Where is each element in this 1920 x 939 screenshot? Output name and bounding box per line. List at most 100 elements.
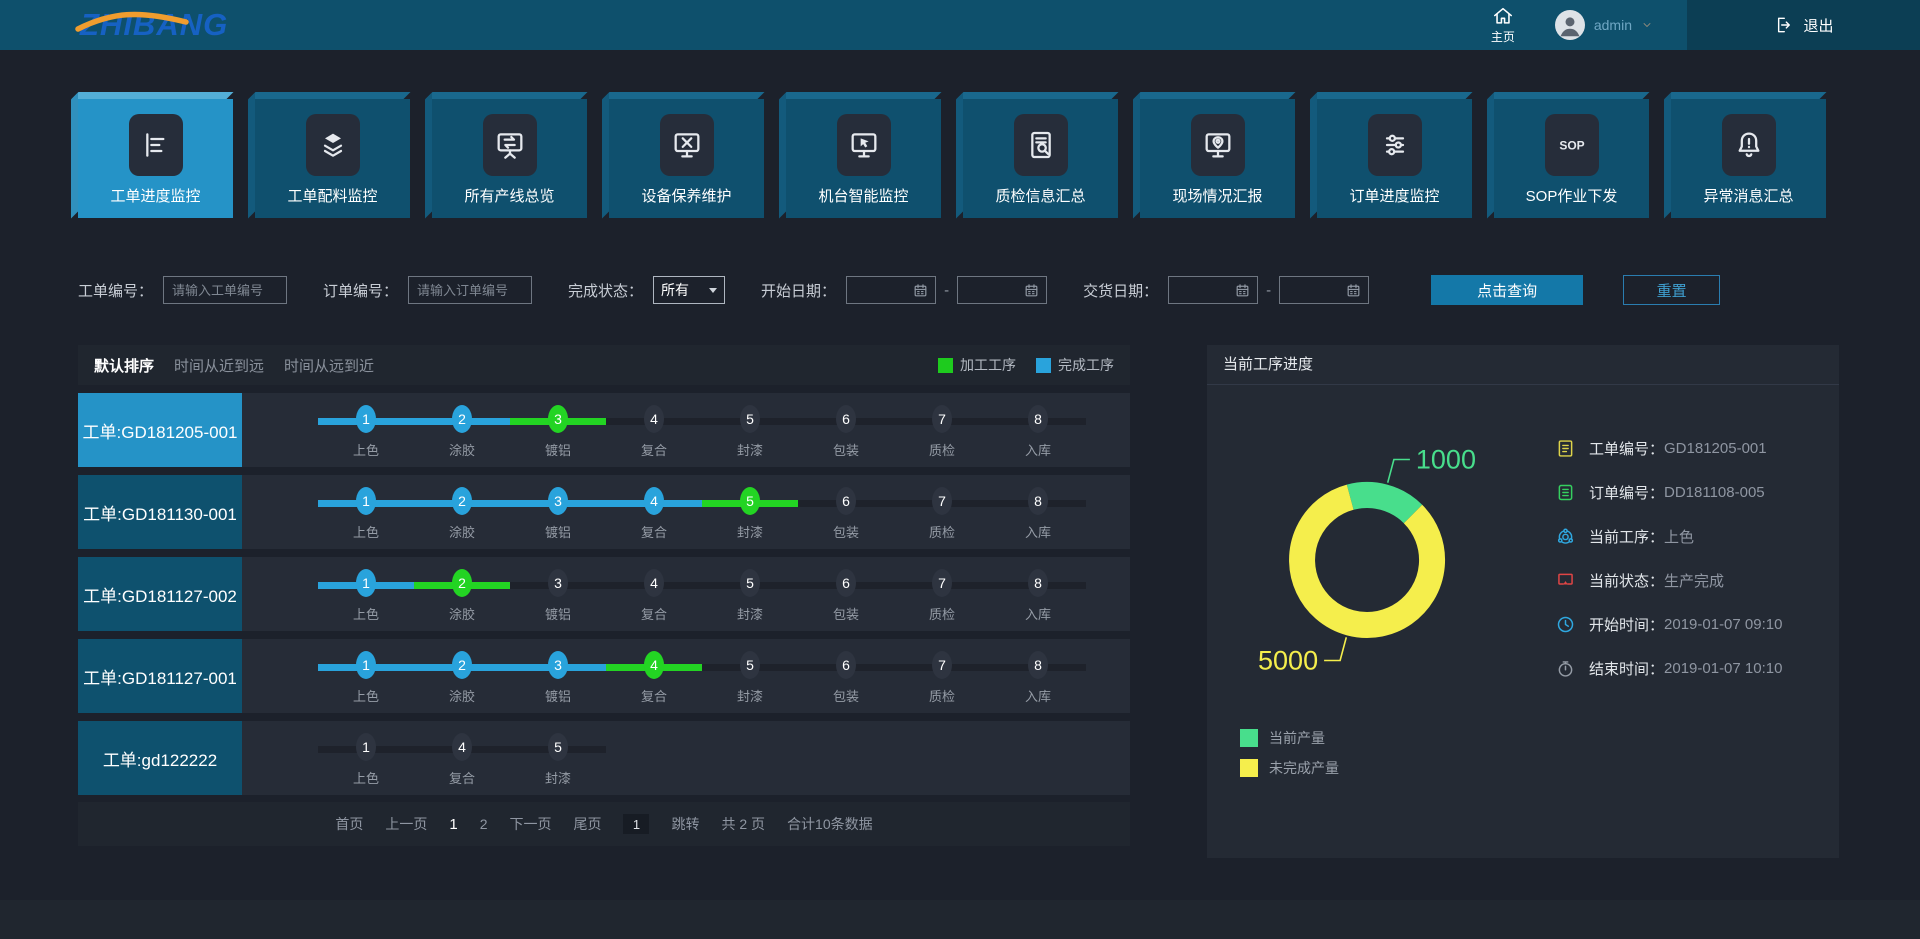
process-step: 1 上色 <box>318 557 414 631</box>
chart-legend-item: 当前产量 <box>1240 728 1339 748</box>
start-date-from-input[interactable] <box>846 276 937 304</box>
sort-tab[interactable]: 时间从近到远 <box>174 357 265 375</box>
process-step: 8 入库 <box>990 557 1086 631</box>
detail-field: 当前工序： 上色 <box>1555 514 1782 558</box>
step-circle: 6 <box>836 487 856 515</box>
step-circle: 8 <box>1028 405 1048 433</box>
detail-field-value: 2019-01-07 10:10 <box>1664 659 1783 677</box>
step-circle: 4 <box>644 651 664 679</box>
step-name: 涂胶 <box>448 689 475 704</box>
workorder-row-label[interactable]: 工单:GD181205-001 <box>78 393 242 467</box>
step-track: 1 上色 2 涂胶 3 镀铝 4 复合 5 封漆 <box>242 475 1130 549</box>
process-step: 4 复合 <box>606 639 702 713</box>
nav-tile[interactable]: 设备保养维护 <box>609 99 764 218</box>
detail-field-value: 上色 <box>1664 528 1695 546</box>
svg-text:1000: 1000 <box>1416 445 1476 475</box>
workorder-row-label[interactable]: 工单:gd122222 <box>78 721 242 795</box>
workorder-row-label[interactable]: 工单:GD181130-001 <box>78 475 242 549</box>
legend-swatch <box>938 357 953 373</box>
page-link[interactable]: 2 <box>479 816 488 832</box>
step-name: 复合 <box>640 525 667 540</box>
step-name: 入库 <box>1024 689 1051 704</box>
start-date-to-input[interactable] <box>957 276 1048 304</box>
order-no-input[interactable] <box>408 276 533 304</box>
nav-tile[interactable]: SOP SOP作业下发 <box>1494 99 1649 218</box>
step-circle: 4 <box>644 569 664 597</box>
jump-page-input[interactable] <box>623 814 650 834</box>
workorder-row: 工单:GD181127-002 1 上色 2 涂胶 3 镀铝 4 复合 <box>78 557 1130 631</box>
nav-tile[interactable]: 所有产线总览 <box>432 99 587 218</box>
search-button[interactable]: 点击查询 <box>1431 275 1584 305</box>
jump-button[interactable]: 跳转 <box>671 816 700 832</box>
nav-tile[interactable]: 机台智能监控 <box>786 99 941 218</box>
step-name: 包装 <box>832 525 859 540</box>
nav-tile[interactable]: 工单配料监控 <box>255 99 410 218</box>
step-circle: 5 <box>740 569 760 597</box>
bell-alert-icon <box>1721 114 1776 176</box>
home-icon <box>1492 5 1514 27</box>
user-menu[interactable]: admin <box>1554 10 1653 40</box>
nav-tile[interactable]: 工单进度监控 <box>78 99 233 218</box>
step-name: 上色 <box>352 689 379 704</box>
step-name: 封漆 <box>736 525 763 540</box>
status-label: 完成状态： <box>568 282 644 300</box>
page-link[interactable]: 上一页 <box>385 816 428 832</box>
home-button[interactable]: 主页 <box>1491 5 1515 45</box>
sort-tab[interactable]: 默认排序 <box>94 357 155 375</box>
step-legend-item: 完成工序 <box>1036 355 1114 375</box>
reset-button[interactable]: 重置 <box>1623 275 1721 305</box>
topbar-right: 主页 admin 退出 <box>1491 0 1920 50</box>
clipboard-sliders-icon <box>1367 114 1422 176</box>
page-link[interactable]: 尾页 <box>573 816 602 832</box>
step-circle: 3 <box>548 651 568 679</box>
step-name: 封漆 <box>736 443 763 458</box>
page-link[interactable]: 1 <box>449 815 458 833</box>
detail-field-label: 当前状态： <box>1589 572 1665 590</box>
nav-tile-label: SOP作业下发 <box>1525 188 1618 205</box>
detail-field: 结束时间： 2019-01-07 10:10 <box>1555 646 1782 690</box>
workorder-no-input[interactable] <box>163 276 288 304</box>
nav-tile[interactable]: 订单进度监控 <box>1317 99 1472 218</box>
nav-tile-label: 所有产线总览 <box>464 188 555 205</box>
step-circle: 7 <box>932 569 952 597</box>
step-name: 上色 <box>352 607 379 622</box>
detail-field: 工单编号： GD181205-001 <box>1555 426 1782 470</box>
process-step: 6 包装 <box>798 639 894 713</box>
chart-legend: 当前产量 未完成产量 <box>1240 728 1339 788</box>
sort-tab[interactable]: 时间从远到近 <box>284 357 375 375</box>
nav-tile-label: 质检信息汇总 <box>995 188 1086 205</box>
nav-tile-label: 工单配料监控 <box>287 188 378 205</box>
chart-legend-swatch <box>1240 759 1258 777</box>
workorder-row: 工单:GD181130-001 1 上色 2 涂胶 3 镀铝 4 复合 <box>78 475 1130 549</box>
logo-text: ZHIBANG <box>80 7 229 42</box>
step-circle: 8 <box>1028 487 1048 515</box>
process-step: 1 上色 <box>318 639 414 713</box>
process-step: 4 复合 <box>606 557 702 631</box>
step-circle: 2 <box>452 569 472 597</box>
step-name: 上色 <box>352 443 379 458</box>
nav-tile[interactable]: 质检信息汇总 <box>963 99 1118 218</box>
nav-tile-label: 异常消息汇总 <box>1703 188 1794 205</box>
delivery-date-to-input[interactable] <box>1279 276 1370 304</box>
nav-tile[interactable]: 现场情况汇报 <box>1140 99 1295 218</box>
delivery-date-from-input[interactable] <box>1168 276 1259 304</box>
detail-fields: 工单编号： GD181205-001 订单编号： DD181108-005 当前… <box>1555 426 1782 690</box>
page-link[interactable]: 首页 <box>335 816 364 832</box>
detail-field-label: 工单编号： <box>1589 440 1665 458</box>
step-name: 涂胶 <box>448 607 475 622</box>
nav-tile-label: 机台智能监控 <box>818 188 909 205</box>
board-sync-icon <box>482 114 537 176</box>
nav-tile[interactable]: 异常消息汇总 <box>1671 99 1826 218</box>
nav-tile-label: 工单进度监控 <box>110 188 201 205</box>
workorder-row-label[interactable]: 工单:GD181127-001 <box>78 639 242 713</box>
process-step: 2 涂胶 <box>414 475 510 549</box>
page-link[interactable]: 下一页 <box>509 816 552 832</box>
logout-button[interactable]: 退出 <box>1687 0 1920 50</box>
pages-summary: 共 2 页 <box>721 816 766 832</box>
process-step: 1 上色 <box>318 721 414 795</box>
workorder-row-label[interactable]: 工单:GD181127-002 <box>78 557 242 631</box>
detail-field-value: DD181108-005 <box>1664 483 1765 501</box>
status-select[interactable]: 所有 <box>653 276 726 304</box>
svg-text:5000: 5000 <box>1258 646 1318 676</box>
records-summary: 合计10条数据 <box>787 816 873 832</box>
